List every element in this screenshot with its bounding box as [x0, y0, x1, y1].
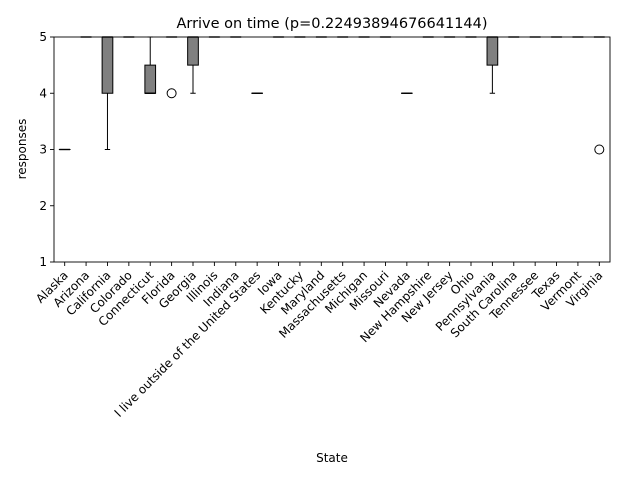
y-tick-label: 4	[39, 86, 47, 100]
iqr-box	[145, 65, 156, 93]
y-axis-label: responses	[15, 119, 29, 180]
chart-title: Arrive on time (p=0.22493894676641144)	[176, 16, 487, 32]
x-axis-label: State	[316, 451, 348, 465]
iqr-box	[102, 37, 113, 93]
y-tick-label: 3	[39, 143, 47, 157]
y-tick-label: 5	[39, 30, 47, 44]
y-tick-label: 1	[39, 255, 47, 269]
iqr-box	[487, 37, 498, 65]
y-tick-label: 2	[39, 199, 47, 213]
iqr-box	[188, 37, 199, 65]
